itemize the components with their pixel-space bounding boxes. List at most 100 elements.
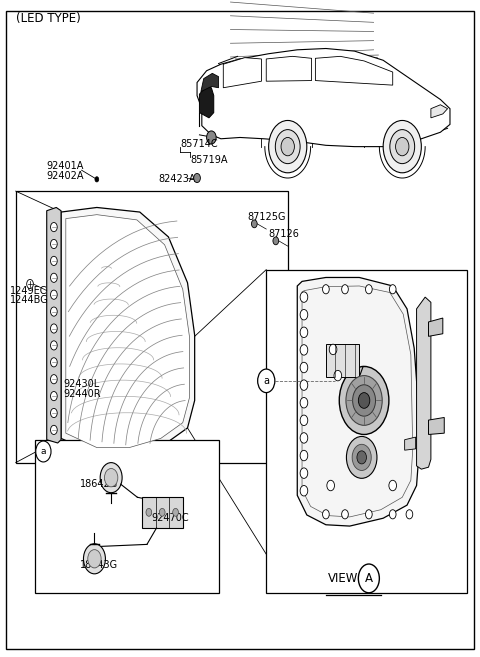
Circle shape	[347, 436, 377, 478]
Text: 85719A: 85719A	[190, 154, 228, 165]
Polygon shape	[197, 49, 450, 147]
Text: 92470C: 92470C	[152, 513, 189, 523]
Circle shape	[327, 480, 335, 491]
Polygon shape	[297, 277, 419, 526]
Circle shape	[50, 256, 57, 265]
Text: 87126: 87126	[269, 229, 300, 239]
Circle shape	[389, 480, 396, 491]
Text: VIEW: VIEW	[328, 572, 359, 585]
Polygon shape	[417, 297, 431, 469]
Text: 92402A: 92402A	[47, 171, 84, 181]
Circle shape	[276, 129, 300, 164]
Text: 1244BG: 1244BG	[10, 296, 49, 306]
Circle shape	[300, 397, 308, 408]
Circle shape	[100, 463, 122, 493]
Polygon shape	[315, 57, 393, 85]
Circle shape	[300, 345, 308, 355]
Circle shape	[339, 367, 389, 434]
Circle shape	[300, 309, 308, 320]
Text: 82423A: 82423A	[159, 174, 196, 185]
Circle shape	[50, 341, 57, 350]
Circle shape	[300, 327, 308, 338]
Circle shape	[300, 292, 308, 302]
Text: 87125G: 87125G	[247, 212, 286, 222]
Text: A: A	[365, 572, 373, 585]
Circle shape	[357, 451, 366, 464]
Text: a: a	[263, 376, 269, 386]
Circle shape	[206, 131, 216, 144]
Circle shape	[353, 385, 375, 416]
Circle shape	[50, 273, 57, 283]
Circle shape	[342, 510, 348, 519]
Text: a: a	[41, 447, 46, 456]
Circle shape	[359, 393, 370, 408]
Circle shape	[389, 284, 396, 294]
Polygon shape	[431, 104, 447, 118]
Circle shape	[50, 324, 57, 333]
Circle shape	[323, 284, 329, 294]
Text: 92440R: 92440R	[63, 389, 101, 399]
Circle shape	[95, 177, 99, 182]
Circle shape	[269, 120, 307, 173]
Circle shape	[88, 550, 101, 568]
Circle shape	[396, 137, 409, 156]
Circle shape	[329, 344, 337, 355]
Circle shape	[159, 509, 165, 516]
Circle shape	[252, 220, 257, 228]
Circle shape	[50, 307, 57, 316]
Circle shape	[50, 357, 57, 367]
Circle shape	[300, 468, 308, 478]
Circle shape	[50, 425, 57, 434]
Circle shape	[342, 284, 348, 294]
Circle shape	[323, 510, 329, 519]
Circle shape	[300, 380, 308, 390]
Circle shape	[389, 510, 396, 519]
Circle shape	[50, 290, 57, 300]
Polygon shape	[429, 318, 443, 336]
Circle shape	[300, 433, 308, 443]
Circle shape	[194, 173, 200, 183]
Circle shape	[50, 239, 57, 248]
Circle shape	[346, 376, 382, 425]
Circle shape	[390, 129, 415, 164]
Circle shape	[352, 444, 371, 470]
Circle shape	[365, 284, 372, 294]
Polygon shape	[47, 208, 61, 443]
Circle shape	[50, 409, 57, 418]
Polygon shape	[405, 437, 416, 450]
Circle shape	[334, 371, 342, 381]
Circle shape	[365, 510, 372, 519]
Text: 85714C: 85714C	[180, 139, 218, 149]
Polygon shape	[199, 87, 214, 118]
Circle shape	[359, 564, 379, 593]
Circle shape	[27, 279, 34, 288]
Text: 18642G: 18642G	[80, 479, 119, 489]
Polygon shape	[61, 208, 195, 454]
Circle shape	[406, 510, 413, 519]
Circle shape	[383, 120, 421, 173]
Text: 1249EC: 1249EC	[10, 286, 48, 296]
Bar	[142, 497, 183, 528]
Polygon shape	[223, 58, 262, 88]
Polygon shape	[429, 417, 444, 434]
Circle shape	[173, 509, 179, 516]
Bar	[266, 269, 467, 593]
Bar	[326, 344, 360, 377]
Circle shape	[281, 137, 294, 156]
Circle shape	[146, 509, 152, 516]
Circle shape	[50, 374, 57, 384]
Text: 92401A: 92401A	[47, 161, 84, 171]
Text: 18643G: 18643G	[80, 560, 118, 570]
Polygon shape	[201, 74, 218, 92]
Circle shape	[105, 468, 118, 487]
Circle shape	[273, 237, 279, 245]
Polygon shape	[266, 57, 312, 81]
Polygon shape	[66, 215, 190, 447]
Circle shape	[50, 223, 57, 232]
Circle shape	[258, 369, 275, 393]
Circle shape	[300, 450, 308, 461]
Text: 92430L: 92430L	[63, 379, 100, 389]
Bar	[16, 191, 288, 463]
Circle shape	[84, 544, 106, 574]
Circle shape	[300, 415, 308, 426]
